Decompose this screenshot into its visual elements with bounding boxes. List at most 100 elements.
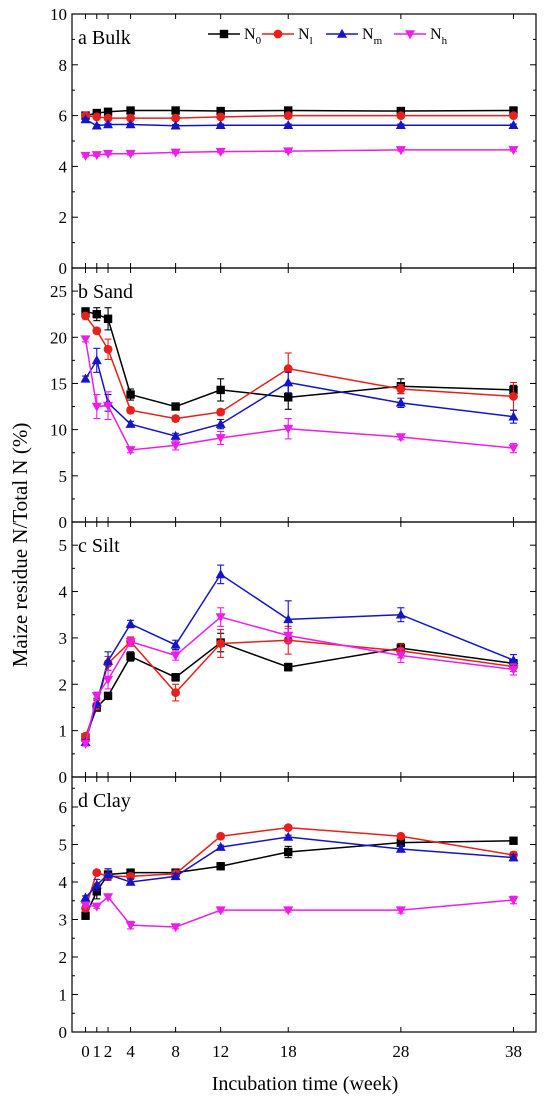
data-point-Nh xyxy=(125,921,136,931)
data-point-N0 xyxy=(171,402,180,411)
data-point-Nl xyxy=(92,326,102,336)
data-point-Nl xyxy=(92,868,102,878)
data-point-Nm xyxy=(283,831,294,841)
data-point-Nh xyxy=(215,147,226,157)
data-point-Nh xyxy=(80,335,91,345)
data-point-Nh xyxy=(283,906,294,916)
data-point-Nl xyxy=(396,831,406,841)
data-point-Nm xyxy=(125,618,136,628)
data-point-N0 xyxy=(284,847,293,857)
data-point-N0 xyxy=(171,673,180,682)
data-point-Nm xyxy=(395,843,406,853)
y-tick-label: 5 xyxy=(59,836,68,855)
panel-bulk: 0 2 4 6 8 10 a Bulk xyxy=(50,5,537,278)
y-tick-label: 25 xyxy=(50,282,67,301)
data-point-Nm xyxy=(170,430,181,440)
data-point-Nh xyxy=(103,401,114,411)
data-point-Nh xyxy=(508,444,519,454)
y-tick-label: 2 xyxy=(59,948,68,967)
y-tick-label: 2 xyxy=(59,208,68,227)
data-point-Nm xyxy=(283,614,294,624)
panel-silt: 0 1 2 3 4 5 c Silt xyxy=(59,521,537,787)
data-point-N0 xyxy=(92,887,101,896)
data-point-N0 xyxy=(396,838,406,847)
y-tick-label: 0 xyxy=(59,513,68,532)
data-point-Nh xyxy=(103,675,114,685)
y-tick-label: 10 xyxy=(50,421,67,440)
data-point-Nm xyxy=(80,114,91,124)
data-point-Nh xyxy=(125,446,136,456)
panel-sand: 0 5 10 15 20 25 b Sand xyxy=(50,267,537,532)
data-point-Nh xyxy=(91,151,102,161)
data-point-Nm xyxy=(80,892,91,902)
y-tick-label: 0 xyxy=(59,259,68,278)
y-tick-label: 10 xyxy=(50,5,67,24)
legend-item: Nh xyxy=(394,26,448,47)
y-tick-label: 6 xyxy=(59,107,68,126)
data-point-Nm xyxy=(170,871,181,881)
data-point-Nl xyxy=(216,407,226,417)
data-point-N0 xyxy=(216,385,225,395)
data-point-Nm xyxy=(125,418,136,428)
data-point-Nl xyxy=(216,639,226,648)
panel-frame xyxy=(71,776,537,1033)
legend-item: Nl xyxy=(262,26,313,47)
data-point-Nl xyxy=(396,111,406,120)
y-tick-label: 15 xyxy=(50,374,67,393)
data-point-Nh xyxy=(395,433,406,443)
data-point-Nl xyxy=(216,831,226,841)
data-point-Nh xyxy=(283,147,294,157)
legend-item: N0 xyxy=(208,26,262,47)
data-point-Nh xyxy=(80,151,91,161)
data-point-Nm xyxy=(395,609,406,619)
y-tick-label: 6 xyxy=(59,798,68,817)
data-point-Nl xyxy=(171,688,181,698)
data-point-Nm xyxy=(103,119,114,129)
x-tick-label: 12 xyxy=(212,1042,229,1061)
data-point-N0 xyxy=(284,393,293,402)
data-point-Nl xyxy=(103,344,113,354)
legend-marker xyxy=(273,29,283,39)
data-point-Nh xyxy=(170,651,181,661)
data-point-Nm xyxy=(215,120,226,130)
data-point-Nh xyxy=(103,149,114,159)
x-tick-label: 0 xyxy=(81,1042,90,1061)
data-point-Nl xyxy=(216,112,226,122)
legend: N0 Nl Nm Nh xyxy=(208,26,448,47)
y-tick-label: 0 xyxy=(59,1023,68,1042)
data-point-Nm xyxy=(508,120,519,130)
data-point-Nh xyxy=(170,148,181,158)
data-point-Nh xyxy=(508,146,519,156)
data-point-N0 xyxy=(216,862,225,871)
x-tick-label: 8 xyxy=(171,1042,180,1061)
data-point-Nm xyxy=(395,397,406,407)
data-point-Nh xyxy=(215,906,226,916)
x-tick-label: 28 xyxy=(392,1042,409,1061)
data-point-N0 xyxy=(396,106,406,116)
x-axis-label: Incubation time (week) xyxy=(212,1073,399,1095)
legend-marker xyxy=(405,30,415,40)
data-point-Nh xyxy=(103,893,114,903)
y-tick-label: 5 xyxy=(59,467,68,486)
y-tick-label: 4 xyxy=(59,157,68,176)
data-point-Nh xyxy=(80,739,91,749)
legend-label: Nm xyxy=(362,26,383,47)
data-point-Nm xyxy=(283,377,294,387)
x-tick-label: 2 xyxy=(104,1042,113,1061)
data-point-N0 xyxy=(103,107,113,116)
data-point-Nm xyxy=(80,373,91,383)
data-point-N0 xyxy=(103,691,113,701)
legend-label: Nh xyxy=(430,26,448,47)
data-point-N0 xyxy=(126,390,135,399)
data-point-N0 xyxy=(509,836,518,845)
x-tick-label: 18 xyxy=(280,1042,297,1061)
data-point-N0 xyxy=(81,911,90,920)
data-point-Nl xyxy=(126,113,135,123)
data-point-Nm xyxy=(103,869,114,879)
data-point-N0 xyxy=(103,314,113,323)
y-tick-label: 4 xyxy=(59,873,68,892)
data-point-Nl xyxy=(283,823,293,833)
data-point-N0 xyxy=(284,662,293,672)
